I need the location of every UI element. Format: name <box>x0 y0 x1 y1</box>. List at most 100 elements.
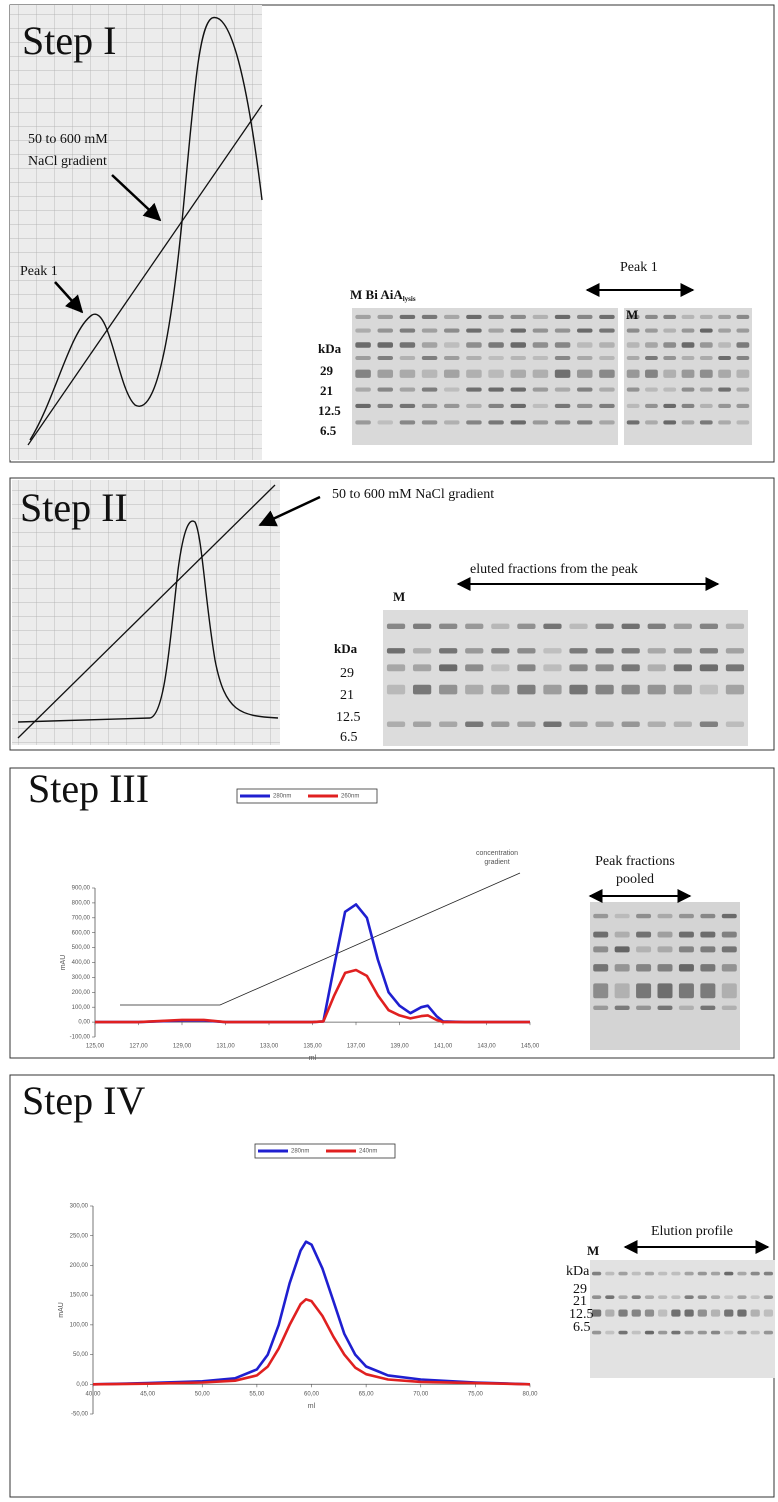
unit-label: kDa <box>566 1264 590 1279</box>
gel-band <box>663 342 677 348</box>
gel-band <box>658 1330 668 1335</box>
gradient-label: NaCl gradient <box>28 154 107 169</box>
gel-band <box>510 342 527 348</box>
gel-band <box>750 1295 760 1299</box>
gel-band <box>491 721 510 727</box>
gel-band <box>763 1271 774 1276</box>
gel-band <box>647 664 666 672</box>
gel-band <box>377 369 394 378</box>
gel-band <box>618 1330 628 1335</box>
gel-band <box>697 1295 707 1299</box>
arrow <box>111 174 162 222</box>
gel-band <box>412 648 432 654</box>
gel-band <box>569 623 588 630</box>
gel-band <box>645 355 658 361</box>
gel-band <box>645 420 658 425</box>
gel-band <box>699 648 719 654</box>
series-line <box>92 1298 531 1386</box>
gel-band <box>593 931 609 938</box>
size-marker: 29 <box>320 363 334 378</box>
gel-band <box>663 420 677 425</box>
legend-label: 280nm <box>273 794 291 800</box>
gel-band <box>569 648 588 654</box>
gradient-line <box>27 104 263 446</box>
gel-band <box>725 684 745 695</box>
gel-band <box>595 684 614 695</box>
gel-band <box>699 403 713 409</box>
gel-band <box>750 1271 760 1276</box>
gel-band <box>554 369 571 378</box>
gel-image <box>590 1260 775 1378</box>
gel-band <box>532 420 549 425</box>
lane-labels: M Bi AiAlysis <box>350 287 416 303</box>
gel-band <box>576 342 593 348</box>
gel-band <box>699 664 719 672</box>
gel-band <box>599 403 615 409</box>
gel-band <box>697 1330 707 1335</box>
gel-band <box>631 1295 641 1299</box>
gel-band <box>736 355 750 361</box>
gel-band <box>605 1330 615 1335</box>
gel-band <box>569 684 588 695</box>
gel-band <box>399 328 416 333</box>
gel-band <box>763 1330 774 1335</box>
gel-band <box>532 403 549 409</box>
gel-band <box>671 1309 681 1317</box>
gel-band <box>671 1330 681 1335</box>
gel-band <box>576 314 593 319</box>
gel-band <box>466 369 482 378</box>
legend-frame <box>254 1143 396 1159</box>
gel-band <box>399 403 416 409</box>
gel-band <box>724 1330 734 1335</box>
legend-label: 260nm <box>341 794 359 800</box>
gel-band <box>510 403 527 409</box>
gel-band <box>443 342 460 348</box>
x-tick-label: 70,00 <box>413 1392 429 1398</box>
gel-band <box>386 623 406 630</box>
gel-band <box>644 1309 655 1317</box>
gel-band <box>663 369 677 378</box>
gel-band <box>510 369 527 378</box>
step-title: Step III <box>28 766 149 811</box>
gel-band <box>421 342 438 348</box>
gel-band <box>673 664 692 672</box>
gel-band <box>488 387 504 392</box>
gel-band <box>636 983 652 999</box>
gel-band <box>718 387 731 392</box>
gel-band <box>466 342 482 348</box>
gel-band <box>671 1295 681 1299</box>
arrow <box>258 495 321 527</box>
gel-band <box>576 387 593 392</box>
gel-band <box>593 946 609 953</box>
gel-band <box>684 1271 694 1276</box>
gel-band <box>399 369 416 378</box>
gel-band <box>543 623 562 630</box>
y-tick-label: 250,00 <box>70 1233 89 1239</box>
gel-band <box>593 1005 609 1011</box>
gel-band <box>377 355 394 361</box>
gel-band <box>599 369 615 378</box>
gel-band <box>532 387 549 392</box>
gel-band <box>699 684 719 695</box>
gel-band <box>595 648 614 654</box>
gel-band <box>399 314 416 319</box>
x-tick-label: 131,00 <box>216 1044 235 1050</box>
gel-band <box>591 1271 602 1276</box>
gel-band <box>647 623 666 630</box>
gel-band <box>421 314 438 319</box>
gel-band <box>595 721 614 727</box>
gel-band <box>657 931 673 938</box>
gel-band <box>355 342 371 348</box>
gel-band <box>678 946 694 953</box>
gel-band <box>736 342 750 348</box>
gel-band <box>699 623 719 630</box>
gel-band <box>554 387 571 392</box>
gel-band <box>443 314 460 319</box>
gel-band <box>673 648 692 654</box>
series-line <box>95 903 530 1024</box>
gel-band <box>658 1271 668 1276</box>
gel-band <box>377 342 394 348</box>
y-axis-label: mAU <box>58 1302 65 1318</box>
lane-labels-text: M Bi AiA <box>350 287 403 302</box>
x-tick-label: 143,00 <box>477 1044 496 1050</box>
